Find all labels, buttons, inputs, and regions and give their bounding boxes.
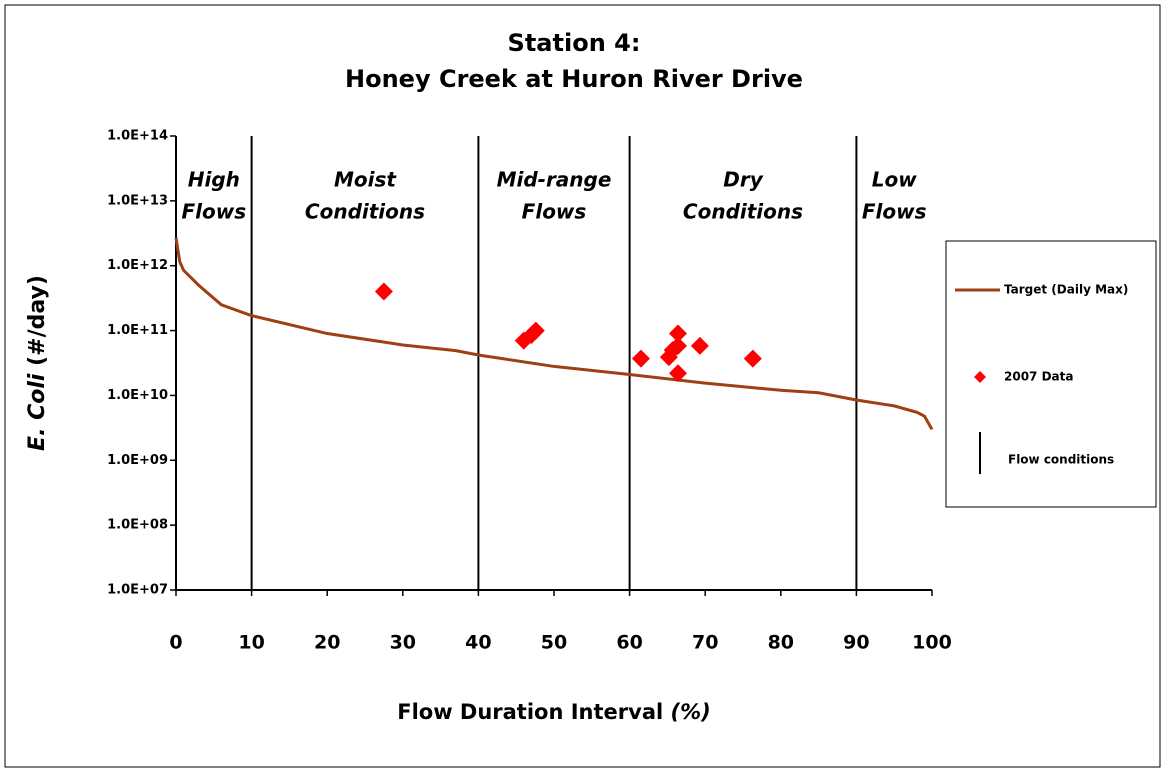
- zone-label: Mid-range: [497, 168, 612, 192]
- x-tick-label: 60: [616, 632, 642, 654]
- data-point: [690, 336, 709, 355]
- y-tick-label: 1.0E+11: [107, 323, 168, 338]
- x-tick-label: 80: [768, 632, 794, 654]
- y-tick-label: 1.0E+09: [107, 453, 168, 468]
- x-axis-label: Flow Duration Interval (%): [397, 700, 711, 724]
- zone-label: Flows: [181, 200, 246, 224]
- zone-label: Conditions: [683, 200, 803, 224]
- zone-label: Conditions: [305, 200, 425, 224]
- data-point: [743, 349, 762, 368]
- y-tick-label: 1.0E+12: [107, 258, 168, 273]
- y-tick-label: 1.0E+14: [107, 129, 168, 144]
- data-point: [631, 349, 650, 368]
- x-tick-label: 0: [169, 632, 182, 654]
- x-axis-label-text: Flow Duration Interval: [397, 700, 663, 724]
- y-tick-label: 1.0E+10: [107, 388, 168, 403]
- y-tick-label: 1.0E+13: [107, 193, 168, 208]
- zone-label: Flows: [862, 200, 927, 224]
- y-axis-label: E. Coli (#/day): [25, 275, 50, 451]
- legend-swatch: [974, 371, 986, 383]
- y-axis-label-unit: (#/day): [25, 275, 50, 366]
- zone-label: Moist: [334, 168, 397, 192]
- chart-title: Honey Creek at Huron River Drive: [345, 65, 803, 93]
- zone-label: Low: [872, 168, 917, 192]
- y-tick-label: 1.0E+08: [107, 518, 168, 533]
- x-tick-label: 30: [390, 632, 416, 654]
- data-point: [374, 282, 393, 301]
- zone-label: Flows: [522, 200, 587, 224]
- x-tick-label: 20: [314, 632, 340, 654]
- x-tick-label: 50: [541, 632, 567, 654]
- chart-title: Station 4:: [508, 29, 641, 57]
- x-tick-label: 40: [465, 632, 491, 654]
- zone-label: High: [188, 168, 240, 192]
- target-line: [174, 237, 934, 431]
- x-tick-label: 10: [238, 632, 264, 654]
- data-point: [668, 324, 687, 343]
- legend-label: Target (Daily Max): [1004, 283, 1128, 297]
- x-tick-label: 70: [692, 632, 718, 654]
- y-axis-label-text: E. Coli: [25, 373, 50, 451]
- data-point: [668, 336, 687, 355]
- legend-label: Flow conditions: [1008, 453, 1114, 467]
- data-point: [668, 364, 687, 383]
- x-axis-label-unit: (%): [671, 700, 711, 724]
- y-tick-label: 1.0E+07: [107, 583, 168, 598]
- legend-label: 2007 Data: [1004, 370, 1073, 384]
- x-tick-label: 100: [912, 632, 952, 654]
- data-point: [526, 321, 545, 340]
- x-tick-label: 90: [843, 632, 869, 654]
- zone-label: Dry: [723, 168, 763, 192]
